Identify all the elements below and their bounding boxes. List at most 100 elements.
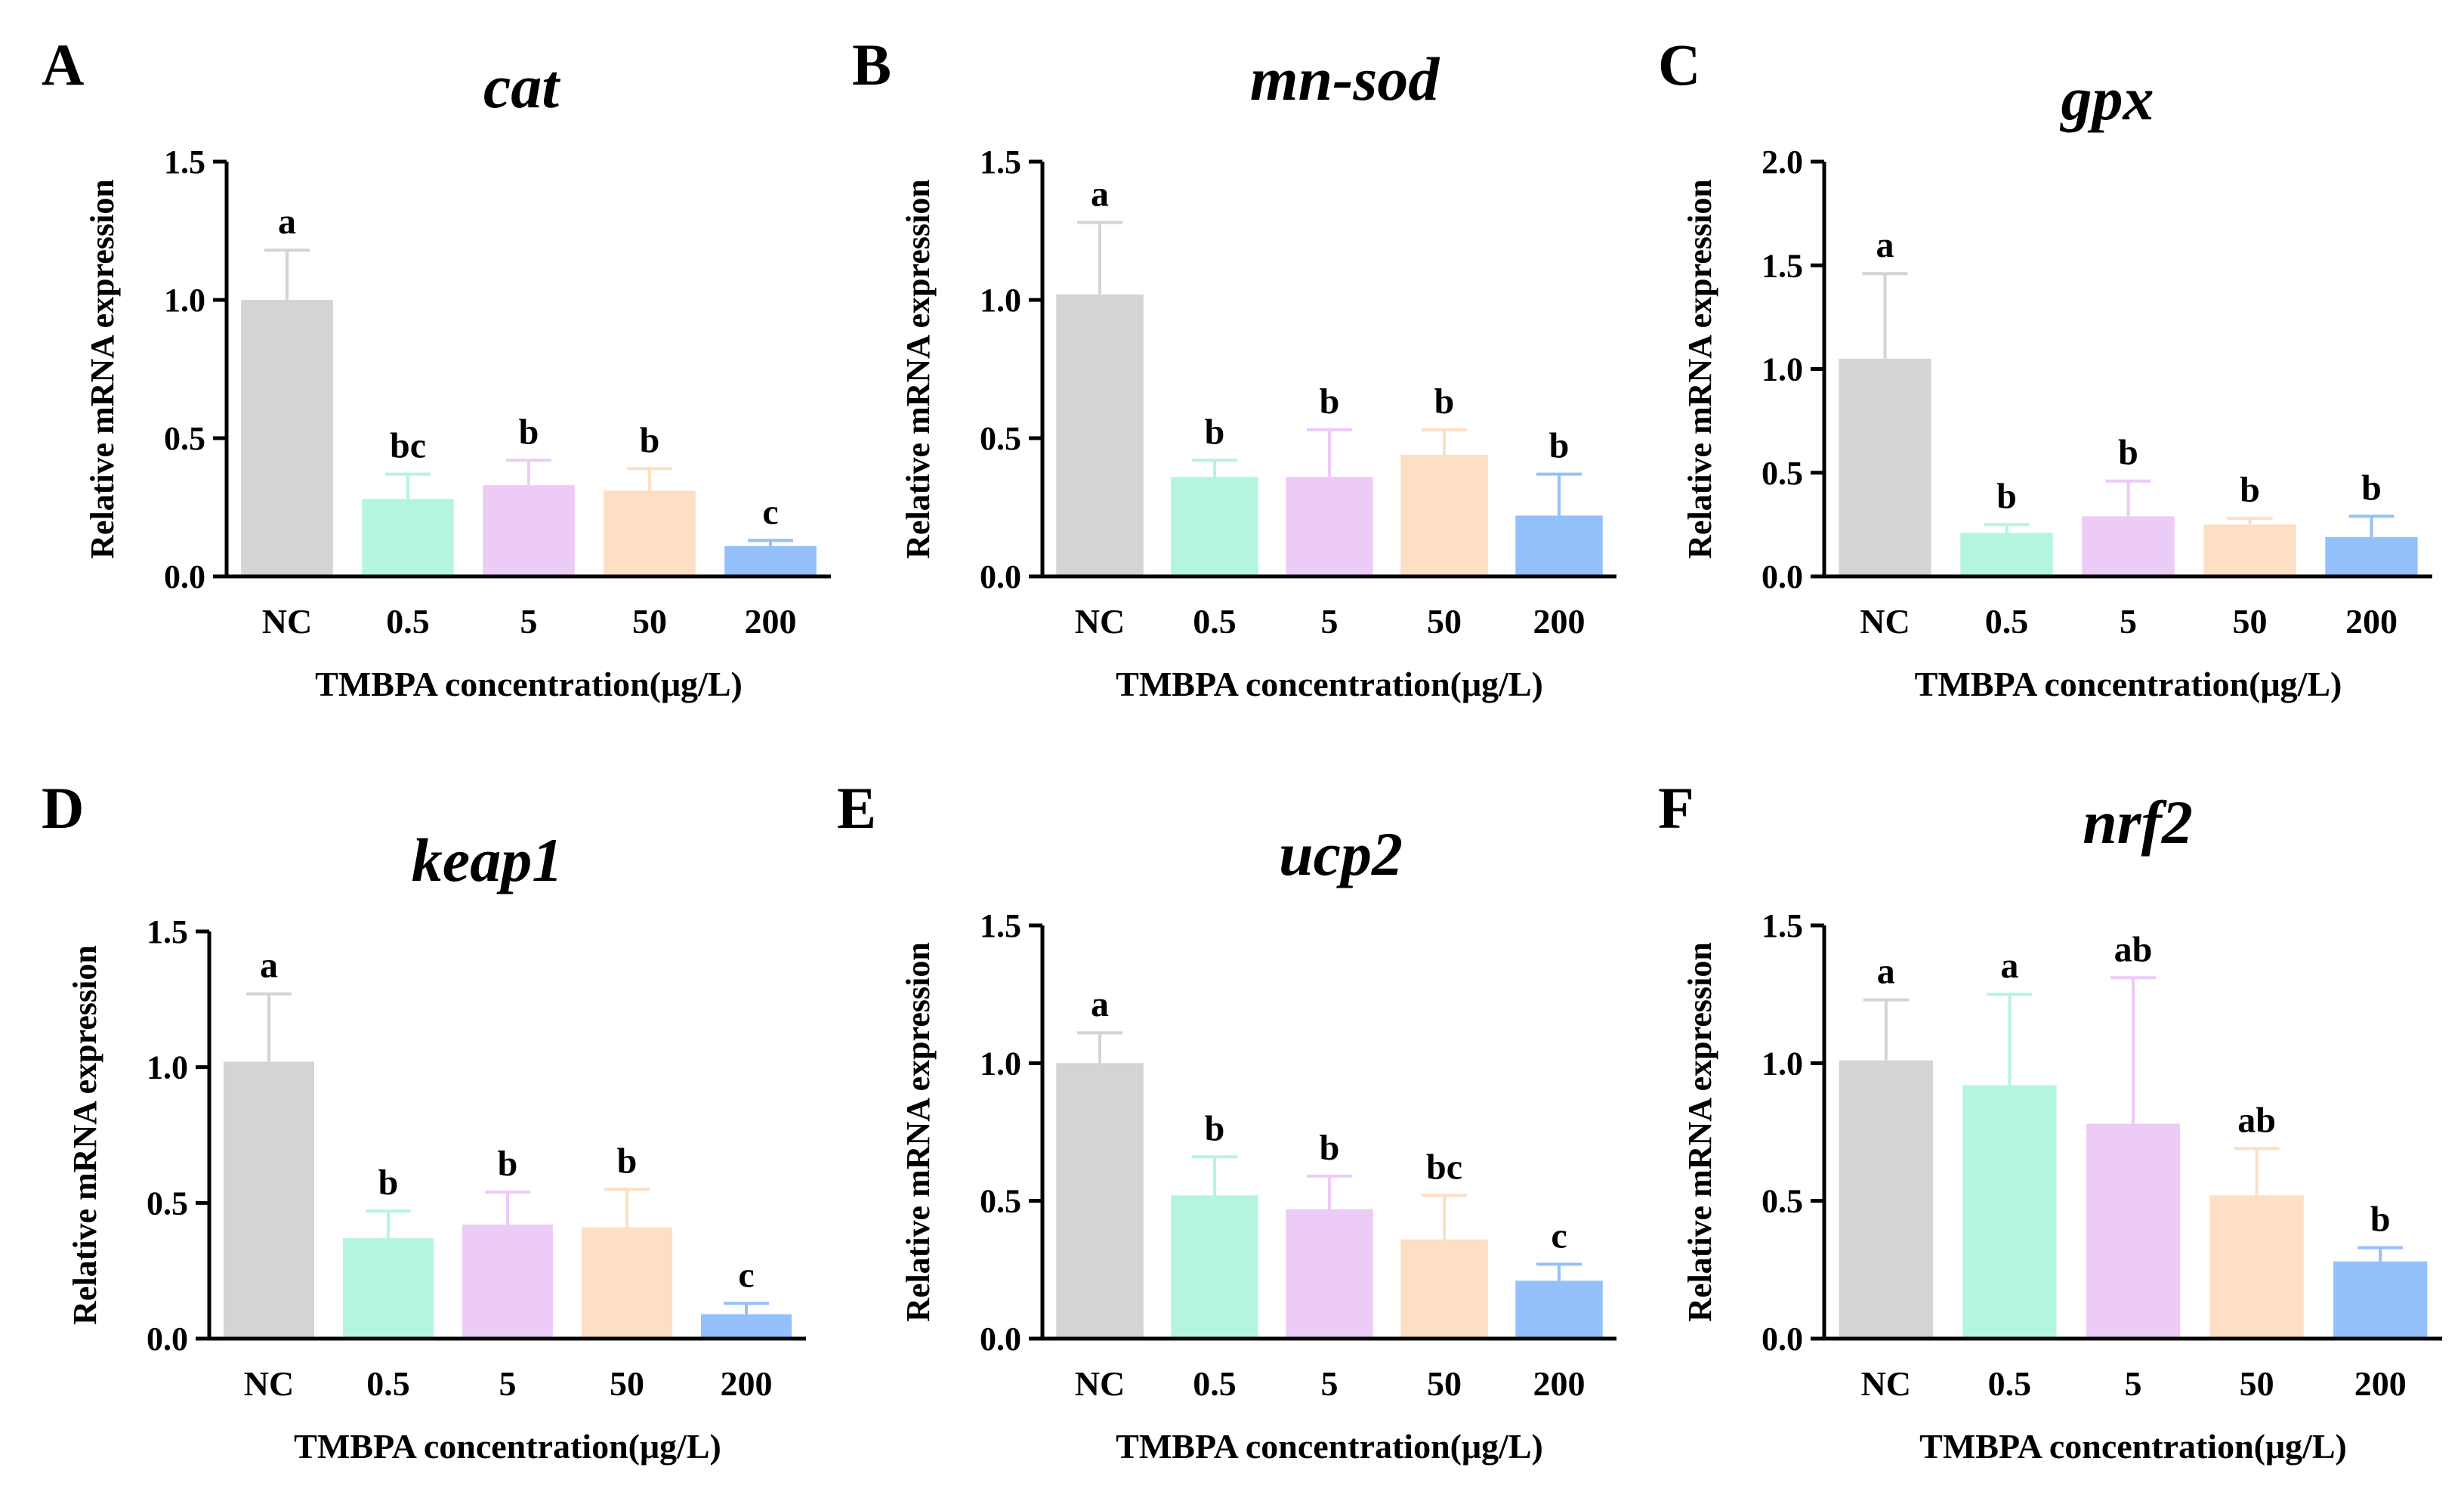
significance-label: bc xyxy=(1426,1147,1462,1187)
chart-title: ucp2 xyxy=(1279,820,1403,888)
y-tick-label: 1.0 xyxy=(147,1049,188,1086)
y-tick-label: 0.0 xyxy=(147,1320,188,1358)
y-tick-label: 1.5 xyxy=(980,144,1021,181)
significance-label: a xyxy=(1091,984,1109,1024)
x-tick-label: NC xyxy=(1861,1364,1911,1403)
significance-label: b xyxy=(1320,1128,1340,1168)
x-tick-label: 200 xyxy=(745,602,797,641)
bar-0.5 xyxy=(1171,1195,1258,1339)
y-tick-label: 0.5 xyxy=(164,420,205,457)
y-tick-label: 1.5 xyxy=(147,913,188,950)
significance-label: bc xyxy=(390,426,426,466)
significance-label: b xyxy=(2118,433,2138,473)
y-tick-label: 1.5 xyxy=(1762,247,1803,284)
bar-50 xyxy=(1400,1239,1488,1339)
y-tick-label: 1.0 xyxy=(980,1045,1021,1082)
y-axis-title: Relative mRNA expression xyxy=(1681,942,1718,1322)
significance-label: a xyxy=(1877,951,1895,991)
chart-title: cat xyxy=(483,52,560,121)
y-tick-label: 0.0 xyxy=(980,1320,1021,1358)
bar-50 xyxy=(604,490,696,576)
significance-label: b xyxy=(2240,470,2260,510)
panel-letter: C xyxy=(1658,32,1700,97)
significance-label: a xyxy=(1091,175,1109,215)
x-tick-label: 5 xyxy=(2120,602,2137,641)
bar-5 xyxy=(2086,1123,2181,1339)
x-tick-label: 5 xyxy=(1321,1364,1339,1403)
panel-letter: F xyxy=(1658,775,1694,841)
x-axis-title: TMBPA concentration(μg/L) xyxy=(1116,665,1543,703)
panel-letter: A xyxy=(42,32,84,97)
y-tick-label: 1.5 xyxy=(980,907,1021,944)
bar-0.5 xyxy=(1171,477,1258,576)
chart-title: gpx xyxy=(2060,64,2154,133)
bar-50 xyxy=(2203,524,2296,576)
bar-NC xyxy=(1839,358,1931,576)
bar-5 xyxy=(1286,1209,1373,1339)
y-tick-label: 0.5 xyxy=(980,1183,1021,1220)
x-tick-label: NC xyxy=(1075,602,1125,641)
bar-200 xyxy=(724,545,817,576)
x-axis-title: TMBPA concentration(μg/L) xyxy=(1919,1427,2347,1466)
significance-label: b xyxy=(378,1163,399,1203)
x-axis-title: TMBPA concentration(μg/L) xyxy=(1915,665,2342,703)
significance-label: b xyxy=(1320,381,1340,422)
bar-0.5 xyxy=(362,499,454,576)
x-tick-label: 5 xyxy=(2125,1364,2142,1403)
x-tick-label: 0.5 xyxy=(1193,1364,1237,1403)
significance-label: c xyxy=(738,1255,754,1295)
x-tick-label: 200 xyxy=(2345,602,2398,641)
significance-label: c xyxy=(762,492,778,532)
x-axis-title: TMBPA concentration(μg/L) xyxy=(315,665,743,703)
y-tick-label: 0.5 xyxy=(980,420,1021,457)
x-tick-label: 50 xyxy=(1427,602,1462,641)
x-tick-label: 0.5 xyxy=(386,602,430,641)
significance-label: b xyxy=(2370,1200,2391,1240)
y-tick-label: 0.5 xyxy=(1762,1183,1803,1220)
y-tick-label: 0.0 xyxy=(164,558,205,595)
bar-200 xyxy=(2325,536,2418,576)
significance-label: b xyxy=(1205,1108,1225,1148)
significance-label: b xyxy=(1549,426,1570,466)
x-tick-label: 5 xyxy=(1321,602,1339,641)
y-tick-label: 0.5 xyxy=(147,1185,188,1222)
significance-label: a xyxy=(278,202,296,242)
y-axis-title: Relative mRNA expression xyxy=(900,942,937,1322)
y-axis-title: Relative mRNA expression xyxy=(66,945,103,1325)
significance-label: b xyxy=(617,1141,638,1181)
bar-NC xyxy=(241,300,333,576)
x-tick-label: 200 xyxy=(1533,602,1586,641)
significance-label: c xyxy=(1551,1216,1567,1256)
panel-letter: E xyxy=(837,775,876,841)
significance-label: b xyxy=(1996,476,2017,516)
y-tick-label: 1.0 xyxy=(164,282,205,319)
bar-5 xyxy=(2082,516,2175,576)
bar-0.5 xyxy=(1962,1085,2057,1339)
y-tick-label: 2.0 xyxy=(1762,144,1803,181)
y-tick-label: 0.0 xyxy=(980,558,1021,595)
significance-label: ab xyxy=(2114,929,2153,969)
y-tick-label: 1.5 xyxy=(164,144,205,181)
x-tick-label: 5 xyxy=(499,1364,517,1403)
y-tick-label: 1.0 xyxy=(1762,1045,1803,1082)
x-tick-label: NC xyxy=(1075,1364,1125,1403)
y-axis-title: Relative mRNA expression xyxy=(1681,179,1718,559)
bar-NC xyxy=(223,1061,315,1339)
x-tick-label: 5 xyxy=(520,602,538,641)
y-tick-label: 1.0 xyxy=(980,282,1021,319)
bar-200 xyxy=(1515,515,1603,576)
x-tick-label: 200 xyxy=(721,1364,773,1403)
x-tick-label: 200 xyxy=(2354,1364,2407,1403)
bar-NC xyxy=(1056,294,1144,576)
bar-0.5 xyxy=(1960,533,2053,576)
x-tick-label: 0.5 xyxy=(366,1364,410,1403)
chart-title: mn-sod xyxy=(1250,45,1440,113)
significance-label: a xyxy=(1876,225,1894,265)
y-tick-label: 1.0 xyxy=(1762,351,1803,388)
